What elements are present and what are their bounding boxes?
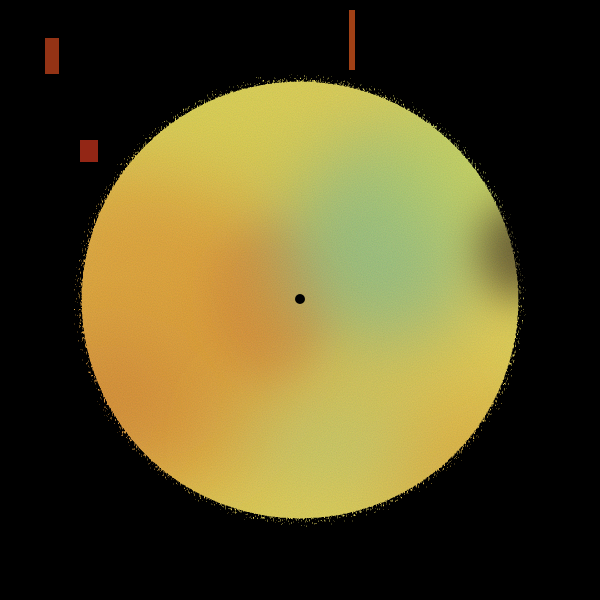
radar-site xyxy=(295,294,305,304)
clutter-streak xyxy=(349,10,355,70)
clutter xyxy=(45,10,355,162)
clutter-spot xyxy=(80,140,98,162)
clutter-spot xyxy=(45,38,59,74)
